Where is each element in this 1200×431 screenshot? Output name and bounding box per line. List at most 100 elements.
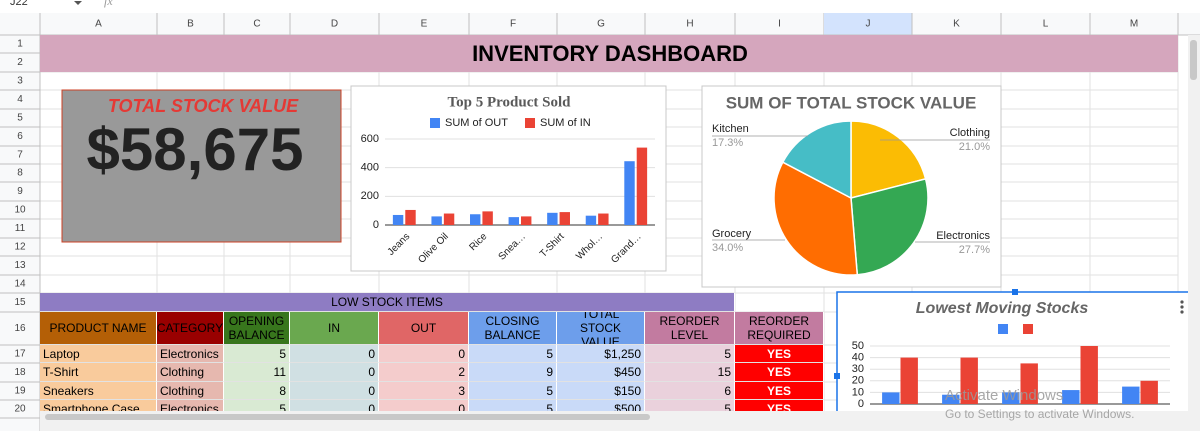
column-header[interactable]: D <box>331 19 338 30</box>
row-header[interactable]: 11 <box>15 223 26 234</box>
column-heading[interactable]: IN <box>290 312 379 345</box>
column-header[interactable]: L <box>1043 19 1049 30</box>
legend-swatch <box>430 118 440 128</box>
table-cell[interactable]: 0 <box>290 382 379 400</box>
y-tick-label: 600 <box>361 133 379 145</box>
row-header[interactable]: 1 <box>17 39 23 50</box>
table-cell[interactable]: YES <box>735 382 824 400</box>
banner <box>40 35 1178 72</box>
name-box-dropdown[interactable] <box>74 1 82 5</box>
table-cell[interactable]: 0 <box>379 400 469 418</box>
legend-label: SUM of OUT <box>445 117 508 129</box>
column-heading[interactable]: PRODUCT NAME <box>40 312 157 345</box>
table-cell[interactable]: $450 <box>557 363 645 382</box>
table-cell[interactable]: YES <box>735 363 824 382</box>
legend-swatch <box>525 118 535 128</box>
table-cell[interactable]: 0 <box>379 345 469 363</box>
row-header[interactable]: 10 <box>14 205 26 216</box>
table-cell[interactable]: 15 <box>645 363 735 382</box>
table-cell[interactable]: 5 <box>224 345 290 363</box>
pie-percent: 34.0% <box>712 242 743 254</box>
column-header[interactable]: G <box>597 19 605 30</box>
chart-title: SUM OF TOTAL STOCK VALUE <box>726 93 977 112</box>
table-cell[interactable]: Clothing <box>157 382 224 400</box>
column-header[interactable]: H <box>686 19 693 30</box>
legend-label: SUM of IN <box>540 117 591 129</box>
column-heading[interactable]: TOTAL STOCK VALUE <box>557 312 645 345</box>
row-header[interactable]: 9 <box>17 186 23 197</box>
table-cell[interactable]: 5 <box>645 400 735 418</box>
table-cell[interactable]: 6 <box>645 382 735 400</box>
table-cell[interactable]: 2 <box>379 363 469 382</box>
row-header[interactable]: 8 <box>17 168 23 179</box>
table-cell[interactable]: 0 <box>290 345 379 363</box>
pie-slice <box>850 120 927 199</box>
table-cell[interactable]: YES <box>735 345 824 363</box>
name-box[interactable]: J22 <box>10 0 28 8</box>
row-header[interactable]: 15 <box>14 297 26 308</box>
table-cell[interactable]: 5 <box>469 400 557 418</box>
table-cell[interactable]: $150 <box>557 382 645 400</box>
column-header[interactable]: J <box>866 19 871 30</box>
pie-slice <box>850 177 929 276</box>
column-header[interactable]: C <box>253 19 260 30</box>
kpi-value: $58,675 <box>87 116 304 183</box>
row-header[interactable]: 5 <box>17 113 23 124</box>
column-heading[interactable]: OPENING BALANCE <box>224 312 290 345</box>
column-header[interactable]: E <box>421 19 428 30</box>
row-header[interactable]: 19 <box>14 386 26 397</box>
column-heading[interactable]: REORDER REQUIRED <box>735 312 824 345</box>
table-cell[interactable]: YES <box>735 400 824 418</box>
table-cell[interactable]: Electronics <box>157 345 224 363</box>
bar <box>547 212 558 225</box>
bar <box>559 212 570 225</box>
column-heading[interactable]: CLOSING BALANCE <box>469 312 557 345</box>
row-header[interactable]: 3 <box>17 76 23 87</box>
table-cell[interactable]: 0 <box>290 363 379 382</box>
table-cell[interactable]: 5 <box>645 345 735 363</box>
table-cell[interactable]: Clothing <box>157 363 224 382</box>
bar <box>598 213 609 225</box>
kpi-card <box>61 89 342 243</box>
row-header[interactable]: 12 <box>14 242 26 253</box>
table-cell[interactable]: 5 <box>224 400 290 418</box>
column-header[interactable]: A <box>95 19 102 30</box>
table-cell[interactable]: Electronics <box>157 400 224 418</box>
column-header[interactable]: I <box>778 19 781 30</box>
table-cell[interactable]: 5 <box>469 345 557 363</box>
column-header[interactable]: F <box>510 19 516 30</box>
table-cell[interactable]: Smartphone Case <box>40 400 157 418</box>
table-cell[interactable]: $1,250 <box>557 345 645 363</box>
column-heading[interactable]: OUT <box>379 312 469 345</box>
table-cell[interactable]: 8 <box>224 382 290 400</box>
table-cell[interactable]: 9 <box>469 363 557 382</box>
row-header[interactable]: 2 <box>17 57 23 68</box>
table-cell[interactable]: Sneakers <box>40 382 157 400</box>
row-header[interactable]: 13 <box>14 260 26 271</box>
column-header[interactable]: B <box>187 19 194 30</box>
row-header[interactable]: 17 <box>14 349 26 360</box>
row-header[interactable]: 7 <box>17 150 23 161</box>
row-header[interactable]: 4 <box>17 94 23 105</box>
row-header[interactable]: 20 <box>14 404 26 415</box>
column-heading[interactable]: CATEGORY <box>157 312 224 345</box>
banner-title: INVENTORY DASHBOARD <box>472 41 748 66</box>
row-header[interactable]: 14 <box>14 279 26 290</box>
table-cell[interactable]: 5 <box>469 382 557 400</box>
table-cell[interactable]: 3 <box>379 382 469 400</box>
bar <box>636 147 648 225</box>
table-title[interactable]: LOW STOCK ITEMS <box>40 293 735 312</box>
table-cell[interactable]: 0 <box>290 400 379 418</box>
table-cell[interactable]: 11 <box>224 363 290 382</box>
row-header[interactable]: 18 <box>14 367 26 378</box>
chart-frame <box>350 85 667 272</box>
table-cell[interactable]: $500 <box>557 400 645 418</box>
column-header[interactable]: K <box>953 19 960 30</box>
row-header[interactable]: 6 <box>17 131 23 142</box>
table-cell[interactable]: T-Shirt <box>40 363 157 382</box>
row-header[interactable]: 16 <box>14 323 26 334</box>
column-header[interactable]: M <box>1130 19 1138 30</box>
column-heading[interactable]: REORDER LEVEL <box>645 312 735 345</box>
table-cell[interactable]: Laptop <box>40 345 157 363</box>
